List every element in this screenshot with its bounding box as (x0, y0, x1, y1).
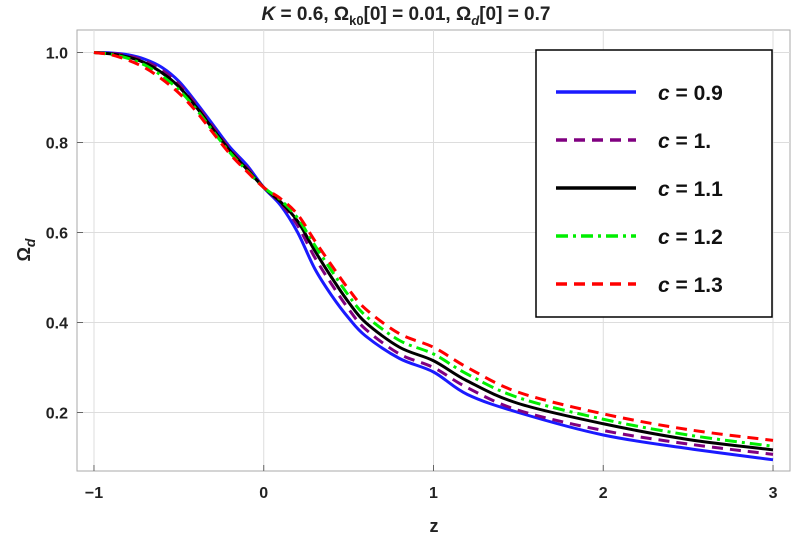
y-tick-label: 0.6 (46, 226, 68, 243)
legend-box (535, 49, 773, 318)
x-tick-label: 1 (429, 485, 438, 502)
axis-ticks: −1 0 1 2 3 0.2 0.4 0.6 0.8 1.0 (46, 46, 778, 503)
x-tick-label: 3 (769, 485, 778, 502)
y-tick-label: 0.2 (46, 406, 68, 423)
legend-label-1: c = 0.9 (658, 82, 723, 105)
y-axis-label: Ωd (14, 238, 38, 261)
y-tick-label: 1.0 (46, 46, 68, 63)
x-tick-label: −1 (85, 485, 103, 502)
series-line-5 (93, 51, 774, 442)
series-line-1 (93, 51, 774, 462)
series-layer (93, 51, 774, 462)
x-tick-label: 2 (599, 485, 608, 502)
y-tick-label: 0.4 (46, 316, 68, 333)
legend: c = 0.9 c = 1. c = 1.1 c = 1.2 c = 1.3 (535, 49, 773, 318)
y-tick-label: 0.8 (46, 136, 68, 153)
chart-title: K = 0.6, Ωk0[0] = 0.01, Ωd[0] = 0.7 (262, 4, 551, 28)
legend-label-2: c = 1. (658, 130, 711, 153)
series-line-4 (93, 51, 774, 448)
legend-label-3: c = 1.1 (658, 178, 723, 201)
x-tick-label: 0 (259, 485, 268, 502)
legend-label-5: c = 1.3 (658, 274, 723, 297)
x-axis-label: z (430, 516, 439, 536)
legend-label-4: c = 1.2 (658, 226, 723, 249)
series-line-2 (93, 51, 774, 456)
series-line-3 (93, 51, 774, 452)
